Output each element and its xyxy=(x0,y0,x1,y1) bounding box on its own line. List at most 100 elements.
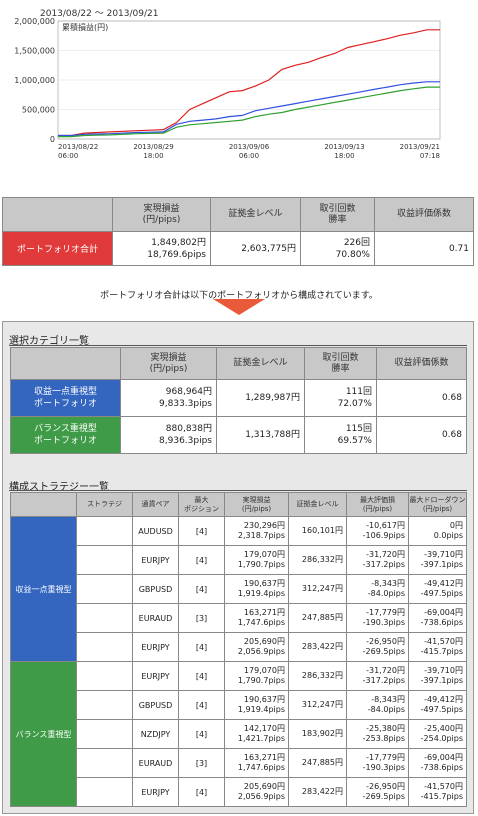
y-tick-label: 2,000,000 xyxy=(14,17,55,26)
strategy-link[interactable]: FX001 xyxy=(76,545,133,575)
x-axis-ticks: 2013/08/2206:002013/08/2918:002013/09/06… xyxy=(58,143,440,160)
strategy-header-pnl-text: 実現損益 (円/pips) xyxy=(241,495,272,513)
strategy-link[interactable]: 1st-hunter xyxy=(76,603,133,633)
strategy-maxloss-yen: -17,779円 xyxy=(366,608,405,617)
x-tick-date: 2013/08/22 xyxy=(58,143,98,151)
max-position: [4] xyxy=(178,545,225,575)
strategy-pnl-yen: 179,070円 xyxy=(243,550,285,559)
x-tick-time: 06:00 xyxy=(239,152,259,160)
header-pnl-text: 実現損益 (円/pips) xyxy=(142,203,181,225)
strategy-drawdown-yen: -69,004円 xyxy=(424,753,463,762)
category-header-margin: 証拠金レベル xyxy=(216,347,305,380)
strategy-pnl-yen: 142,170円 xyxy=(243,724,285,733)
strategy-drawdown: -49,412円 -497.5pips xyxy=(408,574,467,604)
strategy-pnl-yen: 163,271円 xyxy=(243,608,285,617)
strategy-pnl-pips: 2,056.9pips xyxy=(237,792,285,801)
strategy-maxloss-yen: -8,343円 xyxy=(371,695,405,704)
total-pnl: 1,849,802円 18,769.6pips xyxy=(112,231,211,266)
category-header-blank xyxy=(10,347,121,380)
strategy-maxloss-pips: -317.2pips xyxy=(362,560,405,569)
strategy-pnl-pips: 1,790.7pips xyxy=(237,676,285,685)
category-win-rate: 72.07% xyxy=(337,399,372,409)
strategy-pnl: 179,070円 1,790.7pips xyxy=(224,545,289,575)
cumulative-pnl-chart: 累積損益(円) 2,000,000 1,500,000 1,000,000 500,0… xyxy=(14,17,441,160)
strategy-group-label: 収益一点重視型 xyxy=(10,516,77,662)
strategy-drawdown-yen: -39,710円 xyxy=(424,666,463,675)
max-position: [4] xyxy=(178,632,225,662)
strategy-drawdown-pips: -738.6pips xyxy=(420,763,463,772)
strategy-header-drawdown-text: 最大ドローダウン (円/pips) xyxy=(409,495,466,513)
portfolio-summary-table: 実現損益 (円/pips) 証拠金レベル 取引回数 勝率 収益評価係数 ポートフ… xyxy=(2,197,474,266)
total-trades-count: 226回 xyxy=(343,237,370,248)
strategy-pnl: 190,637円 1,919.4pips xyxy=(224,574,289,604)
strategy-link[interactable]: 1st-hunter xyxy=(76,748,133,778)
currency-pair: EURJPY xyxy=(132,661,179,691)
strategy-row: 007Fx NZDJPY [4] 142,170円 1,421.7pips 183,902… xyxy=(11,719,467,749)
strategy-margin: 312,247円 xyxy=(288,574,347,604)
x-tick-time: 06:00 xyxy=(58,152,78,160)
category-pnl: 880,838円 8,936.3pips xyxy=(120,416,217,454)
strategy-drawdown: -41,570円 -415.7pips xyxy=(408,777,467,807)
currency-pair: AUDUSD xyxy=(132,516,179,546)
currency-pair: NZDJPY xyxy=(132,719,179,749)
strategy-header-pair-text: 通貨ペア xyxy=(141,500,170,508)
strategy-pnl-yen: 205,690円 xyxy=(243,782,285,791)
strategy-maxloss: -17,779円 -190.3pips xyxy=(346,748,409,778)
category-rating: 0.68 xyxy=(376,416,467,454)
strategy-group-label: バランス重視型 xyxy=(10,661,77,807)
strategy-drawdown-pips: -415.7pips xyxy=(420,647,463,656)
summary-header-pnl: 実現損益 (円/pips) xyxy=(112,197,211,232)
strategy-pnl: 142,170円 1,421.7pips xyxy=(224,719,289,749)
strategy-maxloss-yen: -25,380円 xyxy=(366,724,405,733)
strategy-table: ストラテジ 通貨ペア 最大 ポジション 実現損益 (円/pips) 証拠金レベル… xyxy=(10,492,467,807)
series-line-1 xyxy=(58,81,440,137)
max-position: [4] xyxy=(178,719,225,749)
strategy-margin: 286,332円 xyxy=(288,661,347,691)
category-rating: 0.68 xyxy=(376,379,467,417)
strategy-margin: 286,332円 xyxy=(288,545,347,575)
x-tick-time: 18:00 xyxy=(143,152,163,160)
x-tick-date: 2013/09/13 xyxy=(324,143,364,151)
y-tick-label: 0 xyxy=(50,135,55,144)
category-table: 実現損益 (円/pips) 証拠金レベル 取引回数 勝率 収益評価係数 収益一点… xyxy=(10,347,467,454)
strategy-drawdown-pips: -738.6pips xyxy=(420,618,463,627)
strategy-maxloss-pips: -84.0pips xyxy=(367,589,405,598)
strategy-row: Home Runs EURJPY [4] 205,690円 2,056.9pips 283… xyxy=(11,777,467,807)
category-pnl-pips: 9,833.3pips xyxy=(159,399,212,409)
currency-pair: EURAUD xyxy=(132,603,179,633)
strategy-link[interactable]: FX001 xyxy=(76,574,133,604)
strategy-link[interactable]: 007Fx xyxy=(76,719,133,749)
strategy-pnl-pips: 1,919.4pips xyxy=(237,705,285,714)
strategy-link[interactable]: Home Runs xyxy=(76,632,133,662)
strategy-link[interactable]: FX001 xyxy=(76,516,133,546)
cat-header-pnl-text: 実現損益 (円/pips) xyxy=(149,352,188,374)
currency-pair: EURJPY xyxy=(132,632,179,662)
strategy-margin: 283,422円 xyxy=(288,632,347,662)
strategy-pnl-pips: 2,318.7pips xyxy=(237,531,285,540)
strategy-maxloss-pips: -190.3pips xyxy=(362,763,405,772)
strategy-link[interactable]: Home Runs xyxy=(76,777,133,807)
strategy-link[interactable]: FX001 xyxy=(76,661,133,691)
strategy-header-position-text: 最大 ポジション xyxy=(184,495,219,513)
total-rating: 0.71 xyxy=(374,231,474,266)
category-trades-count: 115回 xyxy=(345,424,372,434)
strategy-maxloss-pips: -269.5pips xyxy=(362,647,405,656)
strategy-drawdown: -69,004円 -738.6pips xyxy=(408,603,467,633)
total-pnl-yen: 1,849,802円 xyxy=(151,237,206,248)
cat-header-rating-text: 収益評価係数 xyxy=(394,358,449,368)
strategy-link[interactable]: FX001 xyxy=(76,690,133,720)
strategy-divider xyxy=(9,490,467,491)
category-label-balance: バランス重視型 ポートフォリオ xyxy=(10,416,121,454)
currency-pair: EURAUD xyxy=(132,748,179,778)
x-tick-date: 2013/08/29 xyxy=(133,143,173,151)
strategy-margin: 312,247円 xyxy=(288,690,347,720)
strategy-maxloss-yen: -8,343円 xyxy=(371,579,405,588)
category-divider xyxy=(9,345,467,346)
strategy-margin: 283,422円 xyxy=(288,777,347,807)
max-position: [4] xyxy=(178,516,225,546)
strategy-header-name: ストラテジ xyxy=(76,492,133,517)
total-win-rate: 70.80% xyxy=(335,249,370,260)
currency-pair: GBPUSD xyxy=(132,690,179,720)
total-pnl-pips: 18,769.6pips xyxy=(147,249,206,260)
strategy-maxloss: -31,720円 -317.2pips xyxy=(346,661,409,691)
